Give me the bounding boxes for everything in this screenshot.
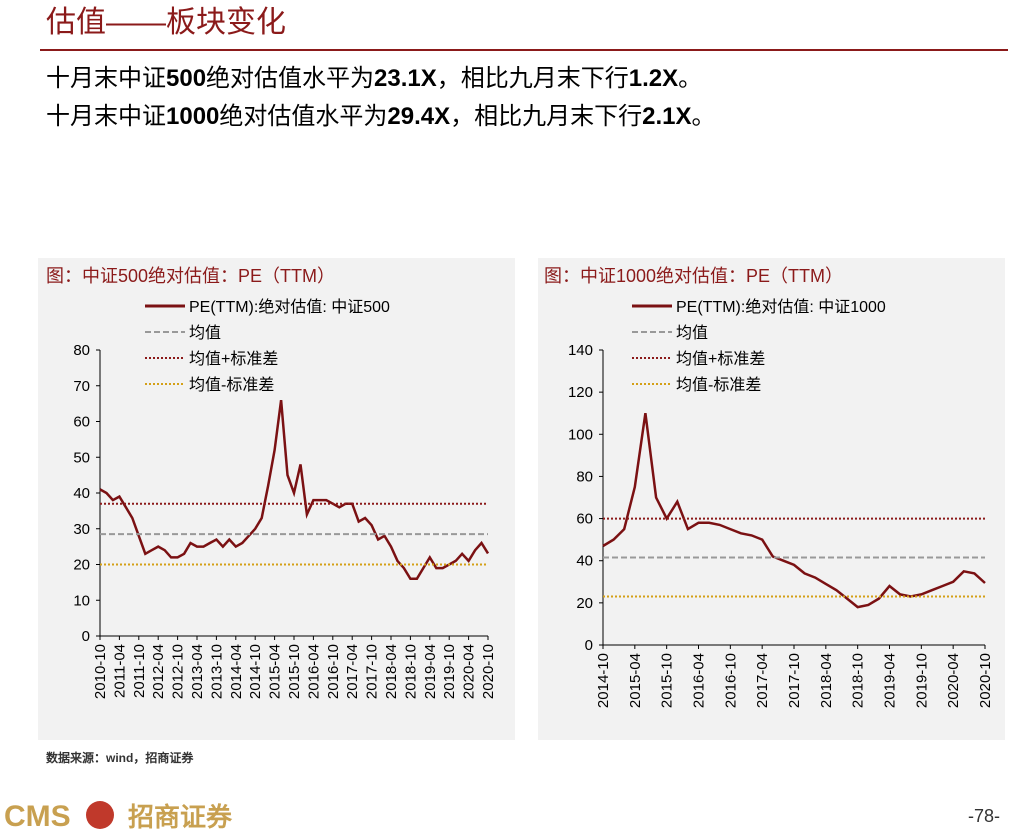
summary-part: 十月末中证	[46, 65, 166, 92]
x-tick-label: 2019-04	[882, 653, 899, 708]
summary-part: 。	[678, 65, 702, 92]
summary-part: 绝对估值水平为	[219, 103, 387, 130]
y-tick-label: 80	[576, 468, 593, 485]
x-tick-label: 2018-04	[383, 644, 400, 699]
y-tick-label: 140	[568, 342, 593, 359]
x-tick-label: 2019-10	[913, 653, 930, 708]
panel	[538, 258, 1005, 740]
slide-title: 估值——板块变化	[46, 6, 286, 39]
chart-title: 图：中证500绝对估值：PE（TTM）	[46, 266, 335, 286]
y-tick-label: 80	[73, 342, 90, 359]
x-tick-label: 2015-04	[267, 644, 284, 699]
y-tick-label: 40	[576, 553, 593, 570]
x-tick-label: 2011-10	[131, 644, 148, 698]
x-tick-label: 2018-04	[818, 653, 835, 708]
y-tick-label: 0	[82, 628, 90, 645]
x-tick-label: 2015-10	[659, 653, 676, 708]
y-tick-label: 100	[568, 426, 593, 443]
x-tick-label: 2018-10	[402, 644, 419, 699]
y-tick-label: 60	[576, 511, 593, 528]
legend-label: PE(TTM):绝对估值: 中证500	[189, 298, 390, 316]
legend-label: 均值-标准差	[189, 376, 274, 394]
y-tick-label: 60	[73, 414, 90, 431]
line-series	[99, 399, 490, 581]
x-tick-label: 2020-04	[461, 644, 478, 699]
x-tick-label: 2015-10	[286, 644, 303, 699]
legend-label: PE(TTM):绝对估值: 中证1000	[676, 298, 886, 316]
source: 数据来源：wind，招商证券	[46, 750, 194, 765]
x-tick-label: 2020-10	[480, 644, 497, 699]
legend-label: 均值	[189, 324, 221, 342]
logo-icon	[86, 801, 114, 829]
x-tick-label: 2012-10	[170, 644, 187, 699]
legend-label: 均值	[676, 324, 708, 342]
y-tick-label: 70	[73, 378, 90, 395]
x-tick-label: 2018-10	[850, 653, 867, 708]
logo-cn: 招商证券	[128, 802, 233, 832]
x-tick-label: 2020-10	[977, 653, 994, 708]
x-tick-label: 2016-04	[691, 653, 708, 708]
y-tick-label: 20	[576, 595, 593, 612]
x-tick-label: 2014-10	[247, 644, 264, 699]
y-tick-label: 120	[568, 384, 593, 401]
y-tick-label: 0	[585, 637, 593, 654]
summary-part: 2.1X	[642, 103, 691, 130]
x-tick-label: 2013-04	[189, 644, 206, 699]
page-number: -78-	[968, 806, 1000, 826]
chart-title: 图：中证1000绝对估值：PE（TTM）	[544, 266, 843, 286]
summary-part: 绝对估值水平为	[206, 65, 374, 92]
x-tick-label: 2015-04	[627, 653, 644, 708]
summary-part: ，相比九月末下行	[450, 103, 642, 130]
summary-part: 。	[691, 103, 715, 130]
y-tick-label: 10	[73, 592, 90, 609]
x-tick-label: 2011-04	[111, 644, 128, 698]
legend-label: 均值-标准差	[676, 376, 761, 394]
x-tick-label: 2014-04	[228, 644, 245, 699]
x-tick-label: 2016-10	[722, 653, 739, 708]
summary-part: 23.1X	[374, 65, 437, 92]
y-tick-label: 30	[73, 521, 90, 538]
line-series	[602, 413, 986, 609]
summary-part: ，相比九月末下行	[437, 65, 629, 92]
x-tick-label: 2010-10	[92, 644, 109, 699]
summary-line: 十月末中证500绝对估值水平为23.1X，相比九月末下行1.2X。	[46, 65, 702, 92]
y-tick-label: 40	[73, 485, 90, 502]
summary-part: 29.4X	[387, 103, 450, 130]
x-tick-label: 2020-04	[945, 653, 962, 708]
x-tick-label: 2014-10	[595, 653, 612, 708]
y-tick-label: 50	[73, 449, 90, 466]
logo-en: CMS	[4, 800, 71, 833]
summary-part: 十月末中证	[46, 103, 166, 130]
summary-part: 1.2X	[629, 65, 678, 92]
x-tick-label: 2012-04	[150, 644, 167, 699]
legend-label: 均值+标准差	[676, 350, 765, 368]
x-tick-label: 2013-10	[208, 644, 225, 699]
y-tick-label: 20	[73, 557, 90, 574]
x-tick-label: 2019-10	[441, 644, 458, 699]
x-tick-label: 2016-04	[305, 644, 322, 699]
x-tick-label: 2017-04	[754, 653, 771, 708]
x-tick-label: 2017-04	[344, 644, 361, 699]
x-tick-label: 2016-10	[325, 644, 342, 699]
x-tick-label: 2017-10	[364, 644, 381, 699]
summary-part: 1000	[166, 103, 219, 130]
summary-line: 十月末中证1000绝对估值水平为29.4X，相比九月末下行2.1X。	[46, 103, 715, 130]
summary-part: 500	[166, 65, 206, 92]
legend-label: 均值+标准差	[189, 350, 278, 368]
x-tick-label: 2017-10	[786, 653, 803, 708]
x-tick-label: 2019-04	[422, 644, 439, 699]
